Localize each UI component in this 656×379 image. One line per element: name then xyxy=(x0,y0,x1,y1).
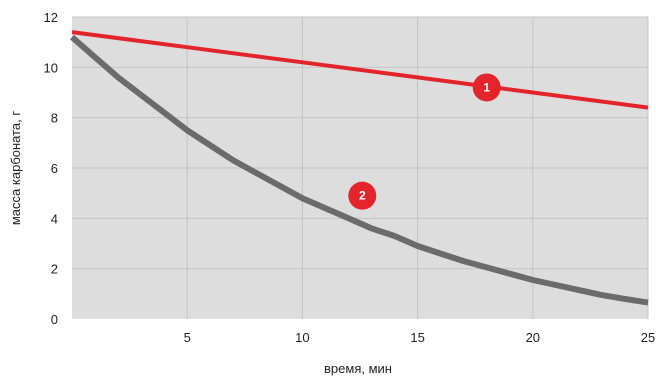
y-tick-label: 12 xyxy=(44,10,58,25)
marker-layer: 12 xyxy=(348,73,501,210)
y-axis: 0 2 4 6 8 10 12 xyxy=(44,10,58,327)
series-marker-circle xyxy=(348,181,377,210)
y-axis-title: масса карбоната, г xyxy=(8,111,23,226)
x-tick-label: 25 xyxy=(641,330,655,345)
y-tick-label: 0 xyxy=(51,312,58,327)
x-tick-label: 5 xyxy=(184,330,191,345)
series-line-1 xyxy=(71,30,649,110)
y-tick-label: 8 xyxy=(51,111,58,126)
y-tick-label: 10 xyxy=(44,60,58,75)
y-tick-label: 2 xyxy=(51,262,58,277)
x-tick-label: 15 xyxy=(410,330,424,345)
series-marker-label: 1 xyxy=(483,80,490,94)
x-tick-label: 20 xyxy=(526,330,540,345)
series-marker-2: 2 xyxy=(348,181,377,210)
y-tick-label: 4 xyxy=(51,211,58,226)
x-axis-title: время, мин xyxy=(324,361,392,376)
y-tick-label: 6 xyxy=(51,161,58,176)
x-axis: 5 10 15 20 25 xyxy=(184,330,656,345)
series-marker-1: 1 xyxy=(472,73,501,102)
x-tick-label: 10 xyxy=(295,330,309,345)
series-layer xyxy=(70,30,649,306)
series-line-2 xyxy=(70,34,649,306)
series-marker-label: 2 xyxy=(359,189,366,203)
series-marker-circle xyxy=(472,73,501,102)
